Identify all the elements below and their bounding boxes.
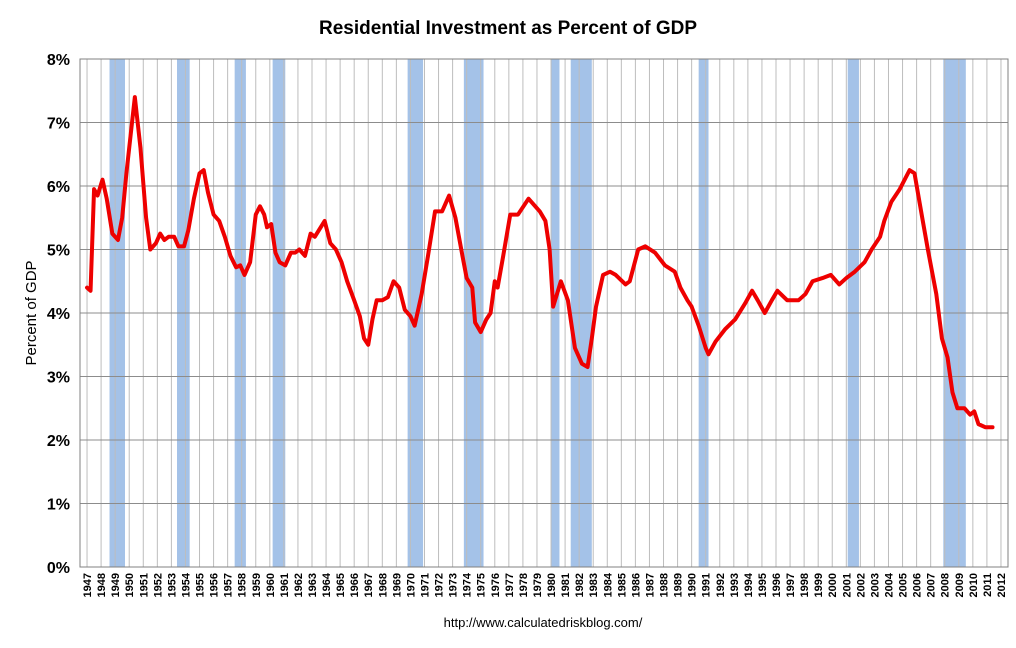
x-tick-label: 1966 <box>349 573 361 597</box>
x-tick-label: 1949 <box>110 573 122 597</box>
x-tick-label: 1989 <box>673 573 685 597</box>
x-tick-label: 2011 <box>982 573 994 597</box>
y-axis-label: Percent of GDP <box>23 260 40 365</box>
x-tick-label: 1988 <box>659 573 671 597</box>
x-tick-label: 1983 <box>588 573 600 597</box>
x-tick-label: 1980 <box>546 573 558 597</box>
x-tick-label: 1957 <box>223 573 235 597</box>
x-tick-label: 1990 <box>687 573 699 597</box>
x-tick-label: 1968 <box>377 573 389 597</box>
x-tick-label: 1981 <box>560 573 572 597</box>
x-tick-label: 1965 <box>335 573 347 597</box>
x-tick-label: 2002 <box>855 573 867 597</box>
x-tick-label: 1994 <box>743 572 755 597</box>
plot-border <box>79 58 1009 568</box>
x-tick-label: 1973 <box>448 573 460 597</box>
x-tick-label: 1991 <box>701 573 713 597</box>
y-tick-label: 5% <box>47 243 70 260</box>
x-tick-label: 2004 <box>883 572 895 597</box>
x-tick-label: 1971 <box>419 573 431 597</box>
x-tick-label: 2001 <box>841 573 853 597</box>
y-tick-label: 4% <box>47 306 70 323</box>
x-tick-label: 1975 <box>476 573 488 597</box>
x-tick-label: 2010 <box>968 573 980 597</box>
x-tick-label: 2000 <box>827 573 839 597</box>
x-tick-label: 1992 <box>715 573 727 597</box>
y-tick-label: 3% <box>47 370 70 387</box>
y-tick-label: 2% <box>47 433 70 450</box>
x-tick-label: 2005 <box>898 573 910 597</box>
x-tick-label: 2008 <box>940 573 952 597</box>
x-tick-label: 1950 <box>124 573 136 597</box>
y-tick-label: 6% <box>47 179 70 196</box>
x-tick-label: 1952 <box>152 573 164 597</box>
x-tick-label: 1961 <box>279 573 291 597</box>
x-tick-label: 1972 <box>434 573 446 597</box>
x-tick-label: 1954 <box>180 572 192 597</box>
x-tick-label: 1977 <box>504 573 516 597</box>
x-tick-label: 1999 <box>813 573 825 597</box>
x-tick-label: 1984 <box>602 572 614 597</box>
x-tick-label: 1963 <box>307 573 319 597</box>
x-tick-label: 1967 <box>363 573 375 597</box>
y-tick-label: 7% <box>47 116 70 133</box>
x-tick-label: 1982 <box>574 573 586 597</box>
x-tick-label: 2012 <box>996 573 1008 597</box>
x-tick-label: 1970 <box>405 573 417 597</box>
x-tick-label: 1960 <box>265 573 277 597</box>
y-tick-label: 8% <box>47 52 70 69</box>
y-tick-label: 1% <box>47 497 70 514</box>
x-tick-label: 1997 <box>785 573 797 597</box>
x-tick-label: 1969 <box>391 573 403 597</box>
x-tick-label: 1974 <box>462 572 474 597</box>
x-tick-label: 2007 <box>926 573 938 597</box>
x-tick-label: 1995 <box>757 573 769 597</box>
data-line <box>85 95 995 430</box>
x-tick-label: 1958 <box>237 573 249 597</box>
x-tick-label: 2009 <box>954 573 966 597</box>
x-tick-label: 1964 <box>321 572 333 597</box>
x-tick-label: 1959 <box>251 573 263 597</box>
x-tick-label: 1956 <box>209 573 221 597</box>
x-tick-label: 2003 <box>869 573 881 597</box>
x-tick-label: 1996 <box>771 573 783 597</box>
x-tick-label: 1978 <box>518 573 530 597</box>
x-tick-label: 1962 <box>293 573 305 597</box>
x-tick-label: 1993 <box>729 573 741 597</box>
x-tick-label: 1955 <box>195 573 207 597</box>
x-tick-label: 1998 <box>799 573 811 597</box>
x-tick-label: 1979 <box>532 573 544 597</box>
x-tick-label: 1948 <box>96 573 108 597</box>
x-tick-label: 1985 <box>616 573 628 597</box>
y-tick-label: 0% <box>47 560 70 577</box>
x-tick-label: 1951 <box>138 573 150 597</box>
x-tick-label: 1947 <box>82 573 94 597</box>
x-tick-label: 1953 <box>166 573 178 597</box>
x-tick-label: 1986 <box>630 573 642 597</box>
x-tick-label: 2006 <box>912 573 924 597</box>
x-tick-label: 1987 <box>644 573 656 597</box>
chart-title: Residential Investment as Percent of GDP <box>319 18 697 39</box>
x-tick-label: 1976 <box>490 573 502 597</box>
source-note: http://www.calculatedriskblog.com/ <box>444 615 643 630</box>
